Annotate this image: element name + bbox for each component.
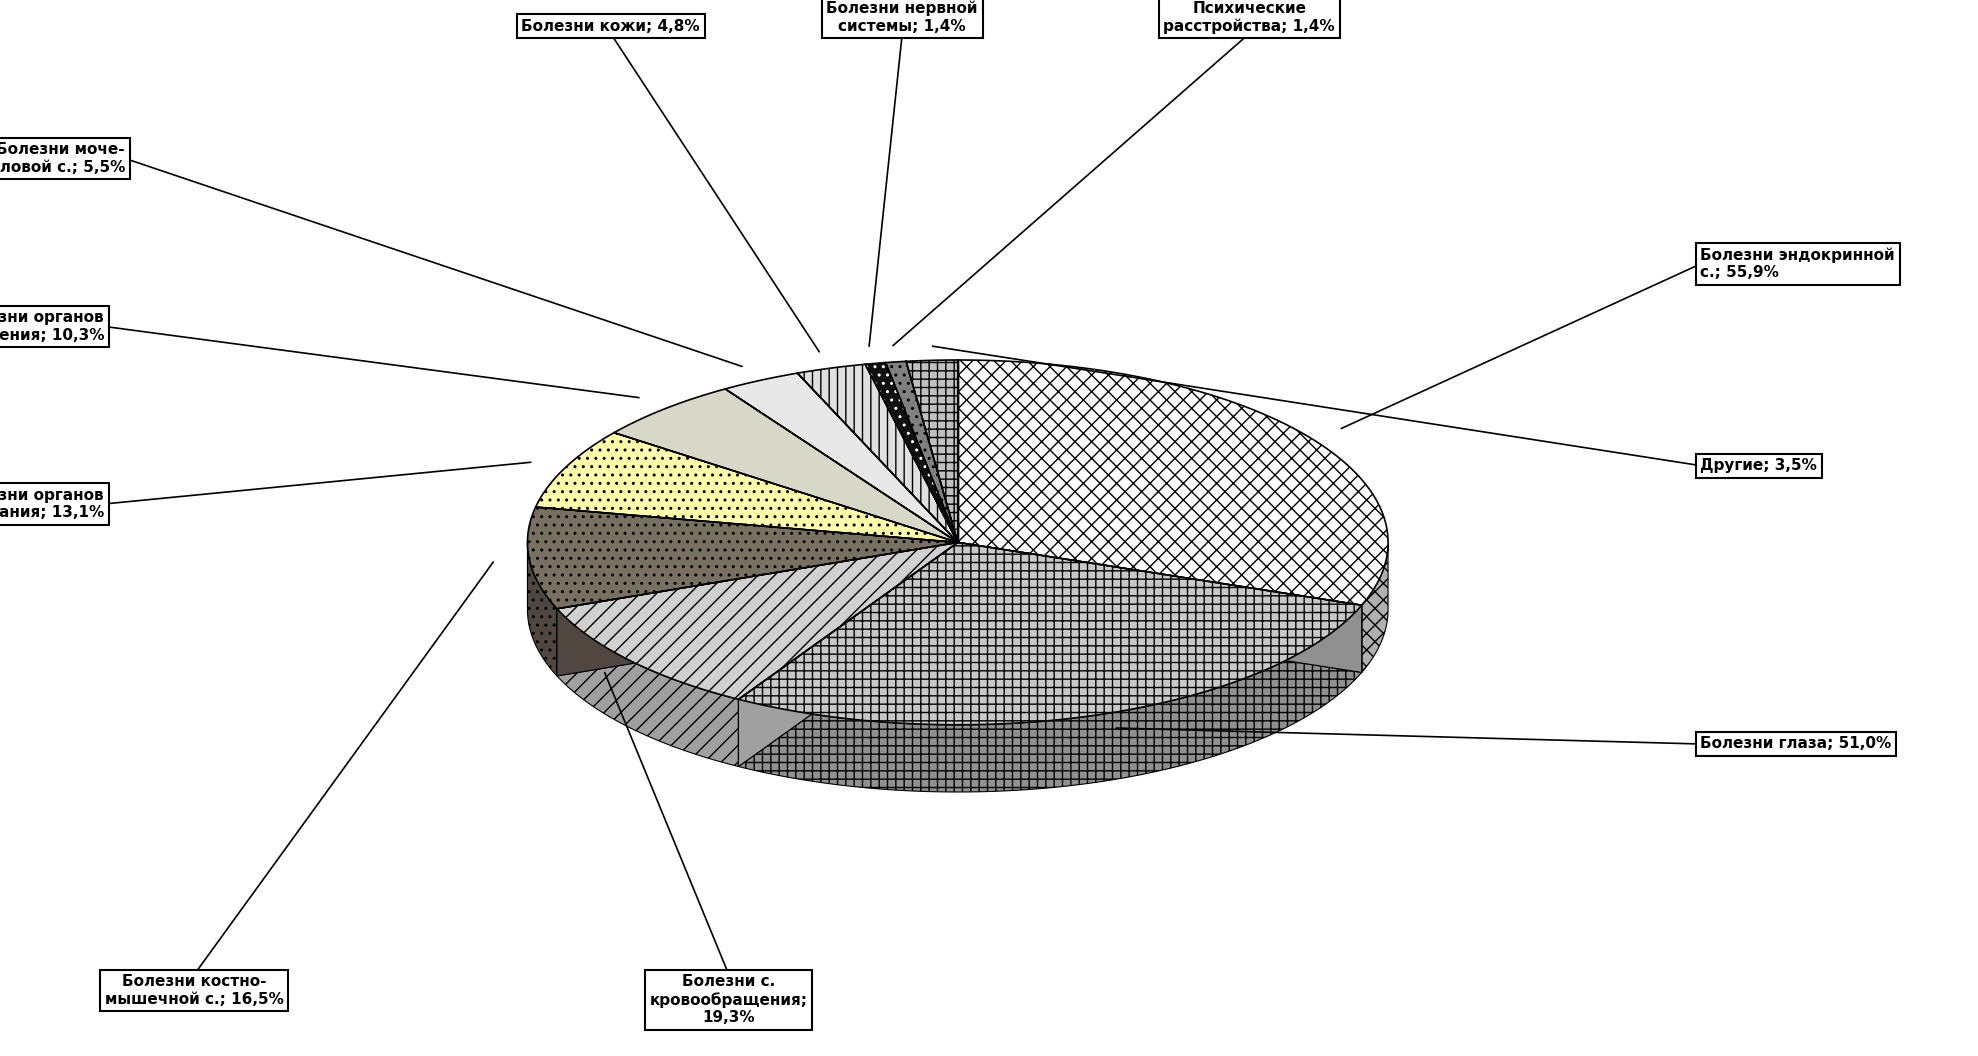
Polygon shape [613, 389, 957, 543]
Polygon shape [536, 433, 957, 543]
Text: Болезни органов
дыхания; 13,1%: Болезни органов дыхания; 13,1% [0, 488, 105, 521]
Polygon shape [738, 543, 957, 767]
Polygon shape [558, 543, 957, 676]
Polygon shape [797, 364, 957, 543]
Text: Психические
расстройства; 1,4%: Психические расстройства; 1,4% [1163, 1, 1335, 34]
Polygon shape [528, 544, 558, 676]
Text: Болезни костно-
мышечной с.; 16,5%: Болезни костно- мышечной с.; 16,5% [105, 975, 283, 1006]
Polygon shape [957, 543, 1361, 673]
Text: Болезни нервной
системы; 1,4%: Болезни нервной системы; 1,4% [827, 1, 977, 34]
Polygon shape [738, 543, 1361, 724]
Polygon shape [957, 360, 1389, 605]
Polygon shape [906, 360, 957, 543]
Polygon shape [886, 361, 957, 543]
Polygon shape [726, 373, 957, 543]
Text: Болезни моче-
половой с.; 5,5%: Болезни моче- половой с.; 5,5% [0, 143, 125, 174]
Polygon shape [738, 605, 1361, 792]
Text: Болезни глаза; 51,0%: Болезни глаза; 51,0% [1701, 736, 1891, 752]
Polygon shape [558, 543, 957, 676]
Text: Болезни с.
кровообращения;
19,3%: Болезни с. кровообращения; 19,3% [649, 975, 807, 1025]
Polygon shape [864, 362, 957, 543]
Text: Болезни эндокринной
с.; 55,9%: Болезни эндокринной с.; 55,9% [1701, 247, 1895, 281]
Text: Болезни органов
пищеварения; 10,3%: Болезни органов пищеварения; 10,3% [0, 310, 105, 342]
Polygon shape [957, 543, 1361, 673]
Polygon shape [558, 608, 738, 767]
Text: Другие; 3,5%: Другие; 3,5% [1701, 458, 1818, 473]
Text: Болезни кожи; 4,8%: Болезни кожи; 4,8% [522, 19, 700, 34]
Polygon shape [1361, 545, 1389, 673]
Polygon shape [738, 543, 957, 767]
Polygon shape [558, 543, 957, 699]
Polygon shape [528, 507, 957, 608]
